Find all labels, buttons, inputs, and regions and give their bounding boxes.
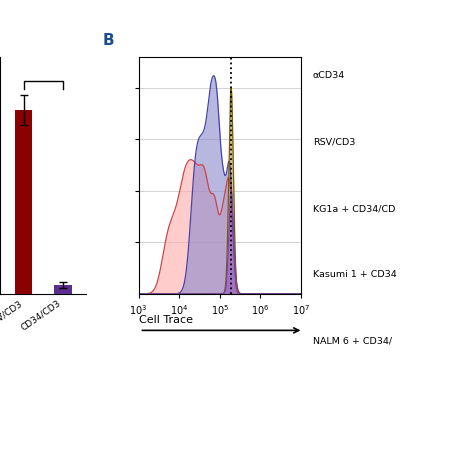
Text: Cell Trace: Cell Trace bbox=[139, 315, 193, 325]
Text: KG1a + CD34/CD: KG1a + CD34/CD bbox=[313, 204, 395, 213]
Text: B: B bbox=[103, 33, 114, 48]
Text: αCD34: αCD34 bbox=[313, 72, 345, 80]
Text: RSV/CD3: RSV/CD3 bbox=[313, 138, 355, 146]
Text: NALM 6 + CD34/: NALM 6 + CD34/ bbox=[313, 337, 392, 346]
Bar bbox=[15, 110, 32, 294]
Bar bbox=[54, 285, 72, 294]
Text: Kasumi 1 + CD34: Kasumi 1 + CD34 bbox=[313, 271, 397, 279]
